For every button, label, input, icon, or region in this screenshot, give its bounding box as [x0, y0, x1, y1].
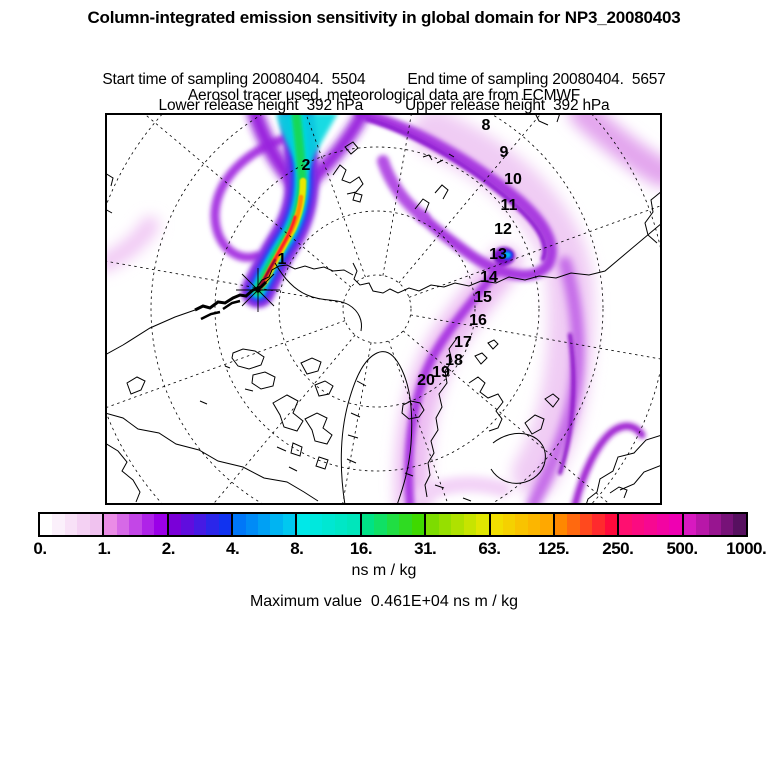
colorbar-tick-label: 2.	[161, 539, 176, 558]
colorbar-segment	[168, 514, 234, 535]
colorbar-tick-label: 16.	[349, 539, 373, 558]
trajectory-day-label: 10	[504, 171, 522, 188]
trajectory-day-label: 17	[454, 334, 472, 351]
release-height-line: Lower release height 392 hPa Upper releas…	[0, 61, 768, 133]
trajectory-day-label: 11	[501, 197, 518, 214]
end-time-label: End time of sampling 20080404. 5657	[407, 71, 666, 88]
page-title: Column-integrated emission sensitivity i…	[87, 8, 681, 27]
colorbar-segment	[297, 514, 362, 535]
colorbar-segment	[104, 514, 169, 535]
trajectory-day-label: 14	[480, 269, 498, 286]
max-value-label: Maximum value 0.461E+04 ns m / kg	[249, 593, 519, 610]
map-panel: 1 2 8 9 10 11 12 13 14 15 16 17 18 19 20	[105, 113, 662, 505]
trajectory-day-label: 18	[445, 352, 463, 369]
colorbar-segment	[40, 514, 105, 535]
colorbar-tick-label: 63.	[478, 539, 501, 558]
colorbar-tick-labels: 0. 1. 2. 4. 8. 16. 31. 63. 125. 250. 500. 1000.	[0, 539, 768, 559]
colorbar	[38, 512, 748, 537]
trajectory-day-label: 12	[494, 221, 512, 238]
trajectory-day-label: 2	[302, 157, 311, 174]
trajectory-day-label: 15	[474, 289, 492, 306]
colorbar-segment	[683, 514, 746, 535]
colorbar-tick-label: 4.	[226, 539, 240, 558]
colorbar-segment	[233, 514, 298, 535]
colorbar-tick-label: 500.	[666, 539, 698, 558]
map-frame	[105, 113, 662, 505]
colorbar-tick-label: 0.	[33, 539, 47, 558]
trajectory-day-label: 20	[417, 372, 435, 389]
colorbar-segment	[426, 514, 491, 535]
sampling-time-line: Start time of sampling 20080404. 5504 End…	[0, 35, 768, 107]
release-marker-asterisk-icon	[236, 268, 280, 312]
colorbar-tick-label: 31.	[414, 539, 437, 558]
colorbar-segment	[554, 514, 620, 535]
colorbar-tick-label: 250.	[602, 539, 634, 558]
coastlines	[105, 113, 662, 505]
trajectory-day-label: 13	[489, 246, 507, 263]
lower-release-label: Lower release height 392 hPa	[158, 97, 364, 114]
trajectory-day-label: 8	[482, 117, 491, 134]
trajectory-day-label: 16	[469, 312, 487, 329]
colorbar-tick-label: 1000.	[726, 539, 767, 558]
start-time-label: Start time of sampling 20080404. 5504	[102, 71, 366, 88]
colorbar-unit-label: ns m / kg	[351, 562, 417, 579]
trajectory-day-label: 9	[500, 144, 509, 161]
trajectory-day-label: 19	[432, 364, 450, 381]
plume-purple-bands	[210, 113, 646, 505]
plume-rainbow-core	[241, 113, 370, 308]
colorbar-segment	[490, 514, 555, 535]
colorbar-segment	[619, 514, 684, 535]
colorbar-segment	[361, 514, 427, 535]
colorbar-tick-label: 8.	[290, 539, 304, 558]
colorbar-tick-label: 1.	[97, 539, 112, 558]
tracer-line: Aerosol tracer used, meteorological data…	[187, 87, 581, 104]
colorbar-tick-label: 125.	[538, 539, 570, 558]
upper-release-label: Upper release height 392 hPa	[405, 97, 610, 114]
trajectory-day-label: 1	[278, 251, 287, 268]
